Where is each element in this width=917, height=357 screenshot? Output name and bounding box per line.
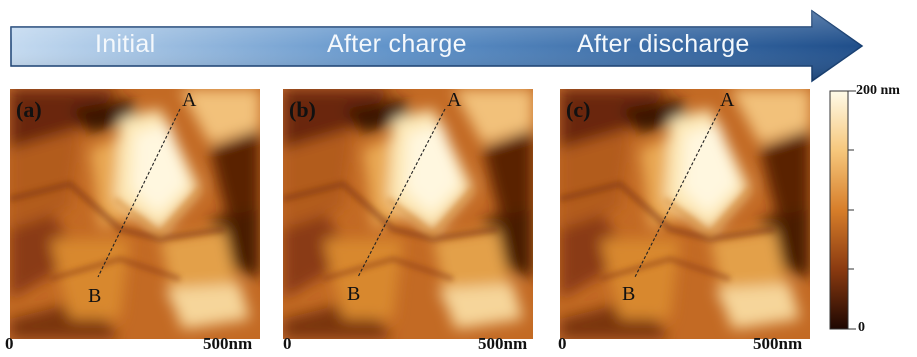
afm-panel-after-discharge: (c) A B [560,89,810,339]
progress-arrow [10,9,864,83]
scale-start-label: 0 [283,334,292,353]
line-profile-a-b [357,108,446,278]
afm-panel-after-charge: (b) A B [283,89,533,339]
panel-label: (a) [16,97,42,122]
scale-start-label: 0 [558,334,567,353]
point-b-label: B [622,283,636,305]
stage-label-initial: Initial [95,30,156,58]
point-a-label: A [447,89,462,111]
scale-end-label: 500nm [478,334,528,353]
height-colorbar [829,90,856,330]
point-b-label: B [88,285,102,307]
stage-label-after-charge: After charge [327,30,467,58]
panel-label: (b) [289,97,316,122]
scale-end-label: 500nm [753,334,803,353]
afm-panel-initial: (a) A B [10,89,260,339]
scale-end-label: 500nm [203,334,253,353]
line-profile-a-b [97,108,181,278]
stage-label-after-discharge: After discharge [577,30,750,58]
point-a-label: A [182,89,197,111]
colorbar-min-label: 0 [858,320,865,335]
line-profile-a-b [634,108,721,278]
panel-label: (c) [566,97,591,122]
point-a-label: A [720,89,735,111]
colorbar-max-label: 200 nm [856,83,900,98]
scale-start-label: 0 [5,334,14,353]
point-b-label: B [347,283,361,305]
